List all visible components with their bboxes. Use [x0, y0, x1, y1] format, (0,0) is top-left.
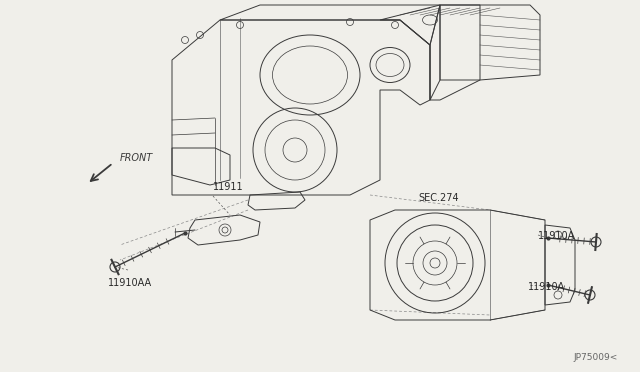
Text: 11910AA: 11910AA [108, 278, 152, 288]
Text: JP75009<: JP75009< [573, 353, 618, 362]
Text: 11910A: 11910A [538, 231, 575, 241]
Text: 11911: 11911 [213, 182, 244, 192]
Text: SEC.274: SEC.274 [418, 193, 459, 203]
Text: 11910A: 11910A [528, 282, 565, 292]
Text: FRONT: FRONT [120, 153, 153, 163]
